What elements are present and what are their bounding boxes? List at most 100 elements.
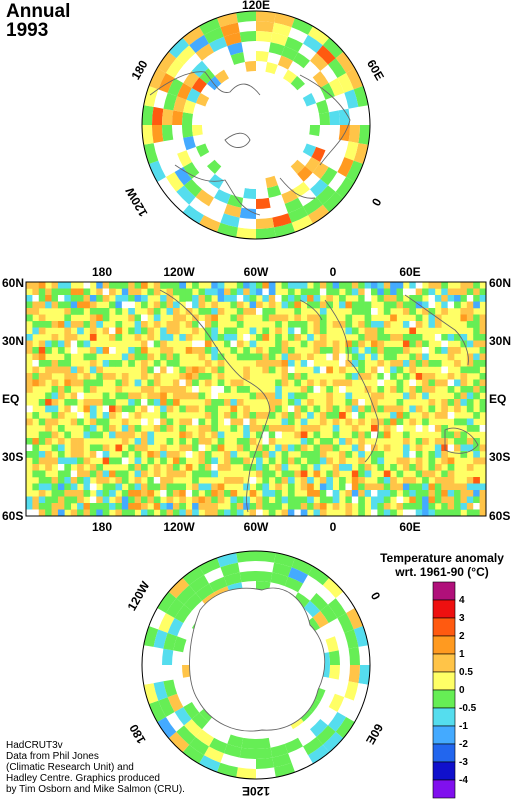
- grid-cell: [371, 366, 378, 374]
- grid-cell: [70, 509, 78, 516]
- grid-cell: [102, 327, 110, 335]
- grid-cell: [345, 399, 353, 406]
- grid-cell: [307, 490, 314, 497]
- grid-cell: [275, 321, 282, 328]
- grid-cell: [332, 425, 340, 432]
- grid-cell: [102, 295, 110, 302]
- grid-cell: [428, 490, 436, 497]
- grid-cell: [141, 438, 148, 445]
- grid-cell: [26, 295, 33, 302]
- grid-cell: [268, 470, 276, 478]
- grid-cell: [115, 496, 123, 504]
- grid-cell: [230, 314, 238, 322]
- grid-cell: [310, 593, 328, 611]
- grid-cell: [428, 457, 436, 465]
- legend-label: 0.5: [459, 667, 473, 678]
- grid-cell: [211, 464, 218, 471]
- grid-cell: [89, 366, 97, 374]
- grid-cell: [109, 412, 116, 419]
- grid-cell: [64, 282, 72, 289]
- grid-cell: [447, 503, 455, 510]
- grid-cell: [319, 321, 327, 328]
- grid-cell: [371, 340, 378, 348]
- grid-cell: [454, 509, 461, 516]
- grid-cell: [51, 418, 59, 426]
- grid-cell: [479, 444, 486, 452]
- grid-cell: [249, 425, 257, 432]
- grid-cell: [198, 503, 206, 510]
- grid-cell: [335, 591, 355, 613]
- grid-cell: [115, 405, 123, 413]
- grid-cell: [345, 438, 353, 445]
- grid-cell: [64, 366, 72, 374]
- grid-cell: [198, 392, 206, 400]
- grid-cell: [345, 464, 353, 471]
- grid-cell: [422, 392, 429, 400]
- grid-cell: [415, 405, 423, 413]
- grid-cell: [32, 282, 40, 289]
- grid-cell: [479, 321, 486, 328]
- grid-cell: [479, 327, 486, 335]
- grid-cell: [57, 490, 65, 497]
- grid-cell: [51, 295, 59, 302]
- grid-cell: [147, 509, 155, 516]
- grid-cell: [441, 366, 448, 374]
- grid-cell: [345, 509, 353, 516]
- grid-cell: [166, 405, 174, 413]
- grid-cell: [199, 68, 215, 84]
- grid-cell: [141, 431, 148, 439]
- grid-cell: [224, 295, 231, 302]
- grid-cell: [460, 379, 468, 387]
- grid-cell: [294, 327, 302, 335]
- grid-cell: [160, 301, 167, 309]
- grid-cell: [83, 425, 91, 432]
- grid-cell: [121, 373, 129, 380]
- grid-cell: [300, 425, 308, 432]
- grid-cell: [198, 340, 206, 348]
- grid-cell: [195, 143, 210, 157]
- grid-cell: [262, 366, 270, 374]
- grid-cell: [217, 308, 225, 315]
- grid-cell: [326, 392, 333, 400]
- grid-cell: [189, 197, 209, 216]
- grid-cell: [198, 288, 206, 296]
- grid-cell: [70, 340, 78, 348]
- grid-cell: [70, 366, 78, 374]
- grid-cell: [371, 353, 378, 361]
- grid-cell: [96, 444, 103, 452]
- grid-cell: [236, 444, 244, 452]
- grid-cell: [109, 457, 116, 465]
- grid-cell: [192, 438, 199, 445]
- grid-cell: [224, 477, 231, 484]
- grid-cell: [313, 464, 321, 471]
- grid-cell: [281, 373, 289, 380]
- grid-cell: [128, 503, 135, 510]
- grid-cell: [89, 425, 97, 432]
- grid-cell: [307, 496, 314, 504]
- grid-cell: [402, 483, 410, 491]
- grid-cell: [390, 295, 397, 302]
- grid-cell: [434, 509, 442, 516]
- grid-cell: [460, 392, 468, 400]
- grid-cell: [57, 321, 65, 328]
- grid-cell: [153, 392, 161, 400]
- grid-cell: [141, 483, 148, 491]
- grid-cell: [441, 477, 448, 484]
- grid-cell: [434, 477, 442, 484]
- global-map: 180 120W 60W 0 60E 180 120W 60W 0 60E 60…: [2, 265, 511, 534]
- grid-cell: [83, 431, 91, 439]
- grid-cell: [364, 347, 372, 354]
- grid-cell: [434, 412, 442, 419]
- grid-cell: [189, 34, 209, 53]
- grid-cell: [70, 308, 78, 315]
- grid-cell: [89, 379, 97, 387]
- grid-cell: [134, 438, 142, 445]
- grid-cell: [396, 457, 404, 465]
- grid-cell: [319, 509, 327, 516]
- grid-cell: [183, 702, 200, 719]
- grid-cell: [207, 76, 222, 91]
- grid-cell: [166, 360, 174, 367]
- grid-cell: [434, 379, 442, 387]
- grid-cell: [300, 321, 308, 328]
- grid-cell: [415, 509, 423, 516]
